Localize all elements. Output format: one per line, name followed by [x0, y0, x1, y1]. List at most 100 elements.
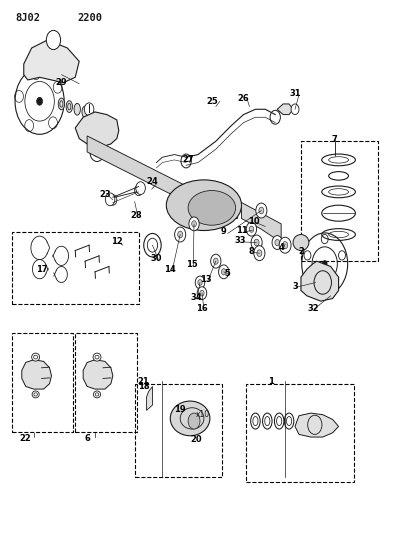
- Circle shape: [322, 260, 327, 268]
- Text: 30: 30: [150, 254, 162, 263]
- Text: 19: 19: [173, 405, 185, 414]
- Bar: [12, 333, 73, 432]
- Circle shape: [189, 217, 199, 231]
- Bar: [75, 333, 137, 432]
- Ellipse shape: [166, 180, 242, 230]
- Ellipse shape: [74, 103, 80, 115]
- Circle shape: [135, 185, 143, 196]
- Circle shape: [195, 276, 205, 289]
- Text: 22: 22: [20, 434, 32, 442]
- Ellipse shape: [32, 353, 40, 361]
- Circle shape: [136, 182, 145, 195]
- Text: 32: 32: [307, 304, 319, 312]
- Circle shape: [178, 231, 183, 238]
- Text: 24: 24: [147, 177, 158, 185]
- Text: 12: 12: [111, 237, 123, 246]
- Circle shape: [213, 258, 218, 264]
- Circle shape: [105, 193, 115, 206]
- Text: 18: 18: [138, 382, 150, 391]
- Circle shape: [197, 287, 207, 300]
- Ellipse shape: [82, 106, 88, 118]
- Text: 14: 14: [164, 265, 176, 273]
- Polygon shape: [277, 104, 293, 115]
- Bar: [135, 384, 222, 477]
- Text: 3: 3: [292, 282, 298, 290]
- Circle shape: [84, 103, 94, 116]
- Text: 7: 7: [332, 135, 337, 144]
- Circle shape: [192, 221, 196, 227]
- Circle shape: [291, 104, 299, 115]
- Text: 2: 2: [298, 247, 304, 256]
- Ellipse shape: [188, 191, 236, 225]
- Circle shape: [46, 30, 61, 50]
- Text: 8J02: 8J02: [16, 13, 41, 23]
- Text: 25: 25: [206, 97, 218, 106]
- Polygon shape: [22, 360, 51, 389]
- Ellipse shape: [58, 98, 65, 110]
- Text: 28: 28: [131, 212, 143, 220]
- Text: 9: 9: [221, 228, 227, 236]
- Text: 10: 10: [248, 217, 259, 225]
- Circle shape: [249, 226, 254, 232]
- Ellipse shape: [170, 401, 210, 436]
- Polygon shape: [24, 40, 79, 83]
- Circle shape: [272, 236, 282, 249]
- Text: 2200: 2200: [77, 13, 102, 23]
- Polygon shape: [242, 203, 281, 243]
- Text: 17: 17: [36, 265, 48, 273]
- Text: 33: 33: [234, 237, 246, 245]
- Polygon shape: [83, 360, 113, 389]
- Circle shape: [181, 154, 191, 168]
- Text: 13: 13: [200, 276, 212, 284]
- Ellipse shape: [93, 353, 101, 361]
- Text: 26: 26: [238, 94, 249, 103]
- Circle shape: [282, 241, 288, 249]
- Text: 16: 16: [196, 304, 208, 312]
- Circle shape: [188, 413, 200, 429]
- Text: 23: 23: [99, 190, 111, 199]
- Circle shape: [109, 195, 117, 205]
- Circle shape: [246, 222, 257, 236]
- Circle shape: [211, 254, 221, 268]
- Circle shape: [175, 227, 186, 242]
- Circle shape: [254, 246, 265, 261]
- Text: 11: 11: [236, 227, 248, 235]
- Text: 21: 21: [138, 377, 150, 385]
- Circle shape: [200, 290, 204, 296]
- Polygon shape: [87, 136, 238, 219]
- Polygon shape: [147, 386, 152, 410]
- Circle shape: [37, 98, 42, 105]
- Circle shape: [257, 250, 262, 256]
- Text: 5: 5: [225, 269, 230, 278]
- Text: 29: 29: [55, 78, 67, 87]
- Bar: [246, 384, 354, 482]
- Circle shape: [270, 110, 280, 124]
- Circle shape: [221, 269, 226, 275]
- Circle shape: [279, 237, 291, 253]
- Text: 6: 6: [84, 434, 90, 442]
- Bar: [301, 141, 378, 261]
- Text: 34: 34: [190, 293, 202, 302]
- Ellipse shape: [93, 391, 101, 398]
- Text: 4: 4: [278, 244, 284, 252]
- Circle shape: [254, 239, 259, 246]
- Circle shape: [251, 235, 262, 250]
- Circle shape: [198, 280, 202, 285]
- Circle shape: [256, 203, 267, 218]
- Ellipse shape: [293, 235, 309, 251]
- Polygon shape: [295, 413, 339, 437]
- Ellipse shape: [66, 101, 72, 112]
- Text: 20: 20: [190, 435, 202, 444]
- Text: 27: 27: [182, 156, 194, 164]
- Text: x10: x10: [196, 410, 210, 419]
- Text: 1: 1: [268, 377, 274, 385]
- Polygon shape: [301, 261, 339, 301]
- Text: 8: 8: [249, 247, 254, 256]
- Bar: [12, 232, 139, 304]
- Circle shape: [259, 207, 264, 214]
- Text: 15: 15: [186, 261, 198, 269]
- Polygon shape: [75, 112, 119, 147]
- Circle shape: [275, 239, 280, 246]
- Ellipse shape: [32, 391, 39, 398]
- Circle shape: [219, 265, 229, 279]
